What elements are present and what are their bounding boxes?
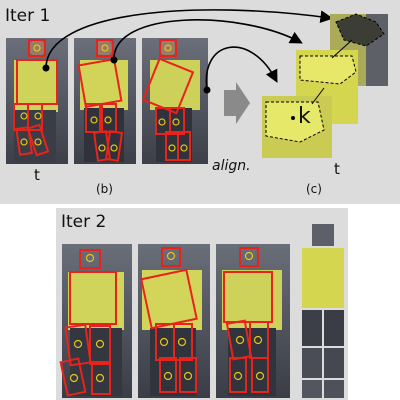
aligned-patches <box>262 13 388 158</box>
time-label-right: t <box>334 160 340 178</box>
iter1-figure <box>6 9 388 164</box>
iter2-figure <box>59 224 344 398</box>
iter2-joints <box>69 251 265 383</box>
iter1-panel: Iter 1 k t t align. (b) (c) <box>0 0 400 204</box>
align-arrow <box>224 82 250 124</box>
iter1-title: Iter 1 <box>5 6 51 26</box>
subfigure-label-b: (b) <box>96 182 113 196</box>
skeleton-3 <box>141 39 195 161</box>
joints-iter1 <box>20 44 188 152</box>
correspondence-arrows <box>45 9 334 91</box>
align-label: align. <box>212 158 251 174</box>
iter2-skeletons <box>59 247 273 397</box>
skeleton-1 <box>13 39 58 157</box>
patch-label-k: k <box>298 104 311 129</box>
aligned-part-mosaic <box>302 224 344 398</box>
subfigure-label-c: (c) <box>306 182 322 196</box>
iter2-title: Iter 2 <box>61 212 107 232</box>
skeleton-2 <box>77 39 124 162</box>
time-label-left: t <box>34 166 40 184</box>
iter2-panel: Iter 2 <box>56 208 348 400</box>
